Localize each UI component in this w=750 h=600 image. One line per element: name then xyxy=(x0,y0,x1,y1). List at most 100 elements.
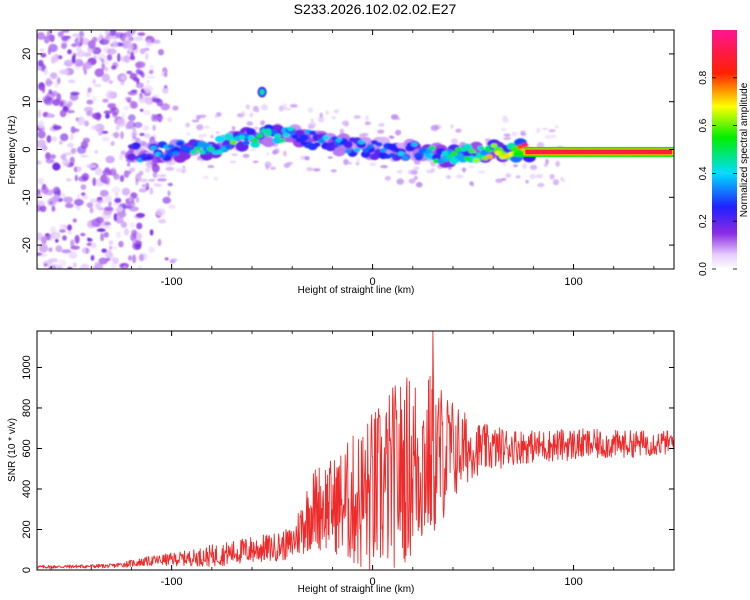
noise-blob xyxy=(62,158,70,167)
noise-blob xyxy=(39,86,45,91)
noise-blob xyxy=(130,89,138,93)
noise-blob xyxy=(38,243,49,253)
noise-blob xyxy=(107,103,117,107)
noise-blob xyxy=(196,114,201,120)
noise-blob xyxy=(167,190,171,197)
ridge-blob xyxy=(379,147,387,153)
colorbar-tick-label: 0.8 xyxy=(698,70,709,84)
ridge-blob xyxy=(402,155,409,160)
noise-blob xyxy=(304,156,310,161)
noise-blob xyxy=(37,120,45,129)
ridge-blob xyxy=(388,152,396,158)
noise-blob xyxy=(79,36,84,44)
noise-blob xyxy=(149,229,154,236)
noise-blob xyxy=(113,246,117,250)
noise-blob xyxy=(149,187,154,195)
noise-blob xyxy=(148,162,155,165)
y-tick-label: 200 xyxy=(21,520,33,538)
noise-blob xyxy=(55,245,63,253)
noise-blob xyxy=(139,132,145,137)
noise-blob xyxy=(522,163,527,170)
ridge-blob xyxy=(431,153,442,161)
noise-blob xyxy=(530,164,538,170)
noise-blob xyxy=(101,248,107,253)
noise-blob xyxy=(123,228,130,236)
ridge-blob xyxy=(397,151,405,157)
ridge-blob xyxy=(332,146,346,157)
noise-blob xyxy=(83,61,93,70)
noise-blob xyxy=(48,43,58,53)
ridge-blob xyxy=(167,144,175,149)
ridge-blob xyxy=(229,140,237,145)
noise-blob xyxy=(94,83,102,88)
noise-blob xyxy=(64,202,74,209)
noise-blob xyxy=(148,246,156,253)
noise-blob xyxy=(283,150,287,157)
noise-blob xyxy=(353,115,361,119)
noise-blob xyxy=(255,109,260,113)
noise-blob xyxy=(89,198,99,203)
colorbar-tick-label: 0.0 xyxy=(698,262,709,276)
noise-blob xyxy=(137,32,146,36)
ridge-blob xyxy=(291,134,299,140)
noise-blob xyxy=(103,178,108,185)
noise-blob xyxy=(167,182,173,187)
noise-blob xyxy=(81,195,89,200)
noise-blob xyxy=(80,232,86,237)
noise-blob xyxy=(37,200,45,207)
noise-blob xyxy=(105,113,110,119)
noise-blob xyxy=(536,127,540,133)
snr-series-line xyxy=(37,331,674,570)
noise-blob xyxy=(77,50,87,57)
noise-blob xyxy=(56,77,61,85)
noise-blob xyxy=(37,177,44,185)
noise-blob xyxy=(128,200,136,207)
noise-blob xyxy=(413,166,420,171)
noise-blob xyxy=(43,35,50,44)
ridge-blob xyxy=(145,155,153,161)
noise-blob xyxy=(39,48,45,52)
noise-blob xyxy=(153,94,160,99)
noise-blob xyxy=(325,110,329,116)
noise-blob xyxy=(306,167,314,172)
noise-blob xyxy=(148,178,156,182)
y-tick-label: 0 xyxy=(21,567,33,573)
noise-blob xyxy=(141,72,145,78)
colorbar-gradient xyxy=(712,30,737,269)
noise-blob xyxy=(355,162,360,166)
ridge-blob xyxy=(261,136,276,148)
noise-blob xyxy=(128,196,133,202)
noise-blob xyxy=(103,36,111,45)
noise-blob xyxy=(136,222,143,230)
noise-blob xyxy=(155,208,166,217)
noise-blob xyxy=(121,187,131,196)
noise-blob xyxy=(68,79,76,84)
noise-blob xyxy=(70,239,75,248)
ridge-blob xyxy=(463,156,471,162)
noise-blob xyxy=(81,192,86,197)
x-tick-label: 0 xyxy=(370,276,376,288)
noise-blob xyxy=(113,131,120,139)
snr-frame xyxy=(36,330,675,571)
colorbar-label: Normalized spectral amplitude xyxy=(739,82,750,217)
noise-blob xyxy=(74,166,78,173)
noise-blob xyxy=(135,61,146,69)
noise-blob xyxy=(213,176,219,181)
noise-blob xyxy=(90,255,95,261)
ridge-blob xyxy=(198,149,206,155)
noise-blob xyxy=(511,131,518,137)
noise-blob xyxy=(95,202,101,209)
noise-blob xyxy=(89,207,94,214)
noise-blob xyxy=(165,166,175,171)
noise-blob xyxy=(191,119,200,123)
noise-blob xyxy=(47,112,53,118)
noise-blob xyxy=(72,33,80,38)
ridge-blob xyxy=(490,143,498,148)
noise-blob xyxy=(130,51,135,60)
noise-blob xyxy=(136,232,142,241)
colorbar-ticks: 0.0 0.2 0.4 0.6 0.8 xyxy=(698,70,737,276)
noise-blob xyxy=(115,206,124,213)
noise-blob xyxy=(70,91,80,96)
noise-blob xyxy=(469,181,474,186)
noise-blob xyxy=(102,136,110,142)
